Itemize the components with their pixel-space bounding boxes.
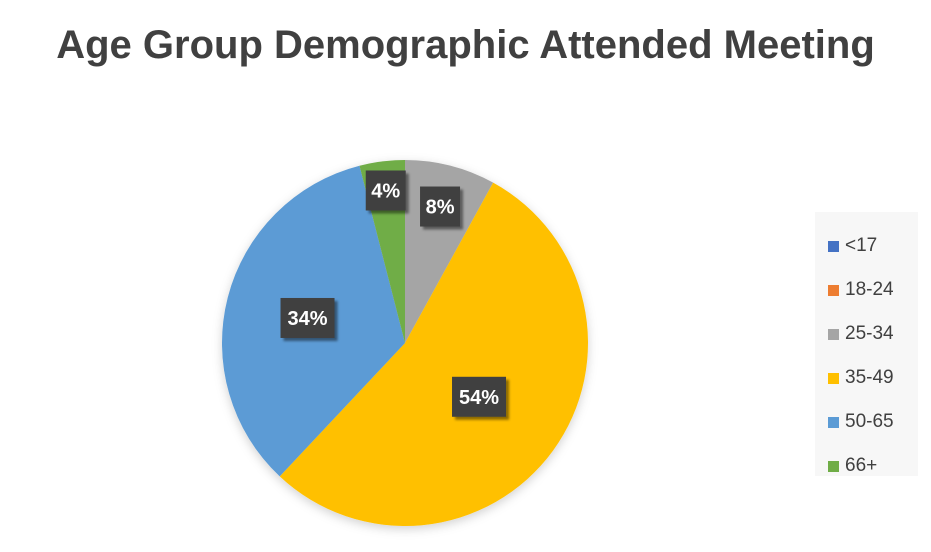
data-label-text: 34% [287,308,327,330]
legend-swatch [828,240,839,252]
data-label-text: 4% [371,180,400,202]
data-label-box [420,186,461,227]
data-label-text: 8% [426,197,455,219]
chart-title: Age Group Demographic Attended Meeting [56,23,875,67]
data-label-box [365,170,406,211]
pie-slice-35-49 [279,182,589,527]
data-label-50-65: 34% [280,297,335,338]
legend-label: 66+ [845,455,878,476]
data-label-box [280,297,335,338]
legend-item-18-24: 18-24 [815,268,918,312]
legend-item-35-49: 35-49 [815,356,918,400]
legend-swatch [828,460,839,472]
legend-item-25-34: 25-34 [815,312,918,356]
legend-item--17: <17 [815,224,918,268]
legend-label: 18-24 [845,279,894,300]
legend-swatch [828,284,839,296]
legend-label: <17 [845,235,878,256]
data-label-25-34: 8% [420,186,461,227]
data-label-text: 54% [459,387,499,409]
legend-item-66-: 66+ [815,444,918,488]
legend-label: 25-34 [845,323,894,344]
pie-data-labels: 8% 54% 34% 4% [280,170,507,417]
data-label-box [452,376,507,417]
legend-swatch [828,328,839,340]
legend-swatch [828,372,839,384]
legend-label: 50-65 [845,411,894,432]
legend: <17 18-24 25-34 35-49 50-65 66+ [815,212,918,476]
legend-swatch [828,416,839,428]
legend-label: 35-49 [845,367,894,388]
data-label-66-: 4% [365,170,406,211]
data-label-35-49: 54% [452,376,507,417]
legend-item-50-65: 50-65 [815,400,918,444]
pie-slices [222,160,589,527]
